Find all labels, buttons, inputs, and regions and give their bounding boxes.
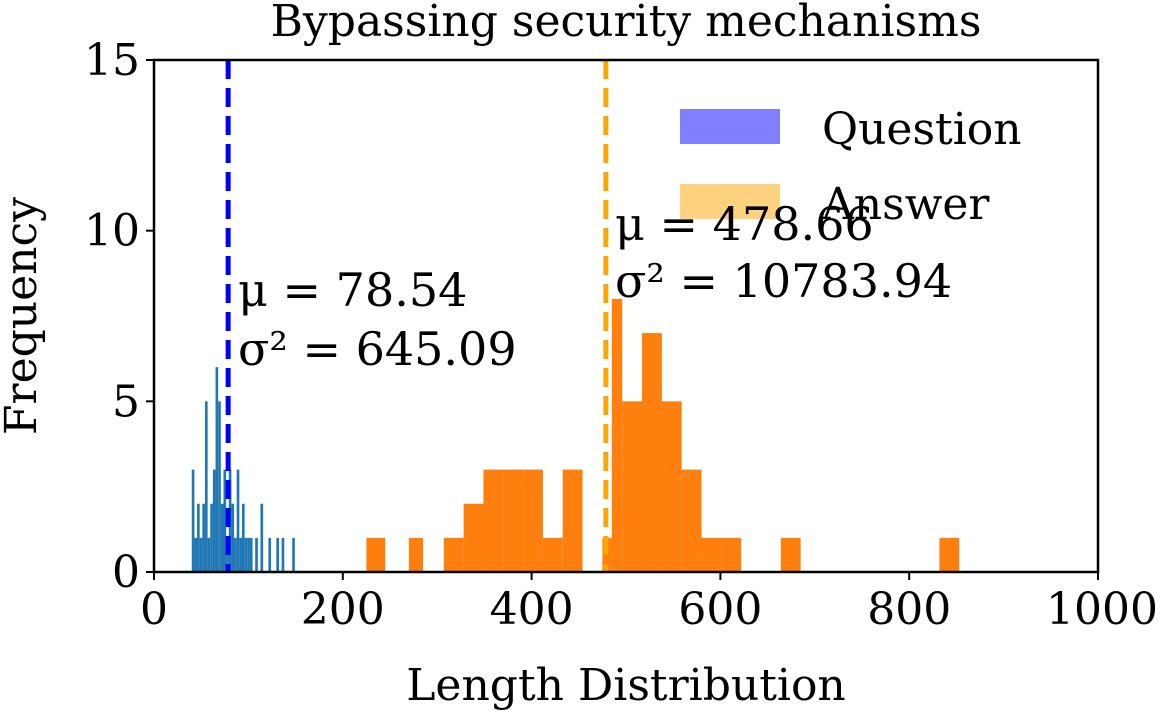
question-bar-22 — [249, 537, 253, 572]
question-bar-8 — [212, 469, 216, 572]
question-bar-24 — [260, 503, 264, 572]
legend-question-swatch — [680, 109, 780, 144]
answer-bar-16 — [721, 537, 742, 572]
y-tick-label-2: 10 — [84, 206, 140, 257]
question-bar-23 — [255, 537, 258, 572]
question-variance-annotation: σ² = 645.09 — [238, 322, 517, 376]
question-mean-annotation: μ = 78.54 — [238, 263, 467, 317]
answer-bar-14 — [681, 469, 702, 572]
question-bar-10 — [218, 401, 221, 572]
answer-bar-4 — [483, 469, 504, 572]
answer-bar-2 — [443, 537, 464, 572]
legend-answer-label: Answer — [821, 179, 990, 230]
question-bar-15 — [231, 503, 235, 572]
answer-mean-annotation: μ = 478.66 — [615, 197, 874, 251]
answer-bar-10 — [611, 298, 623, 572]
x-tick-label-4: 800 — [867, 584, 951, 635]
answer-bar-18 — [939, 537, 960, 572]
question-bar-11 — [220, 503, 224, 572]
question-bar-25 — [268, 537, 272, 572]
answer-bar-7 — [542, 537, 563, 572]
chart-title: Bypassing security mechanisms — [271, 0, 982, 47]
question-bar-5 — [204, 401, 208, 572]
answer-bar-8 — [562, 469, 583, 572]
question-bar-16 — [234, 537, 237, 572]
answer-bar-6 — [523, 469, 543, 572]
question-bar-4 — [202, 503, 205, 572]
question-bar-21 — [247, 537, 250, 572]
x-axis-ticks: 0 200 400 600 800 1000 — [140, 572, 1158, 635]
x-tick-label-2: 400 — [490, 584, 574, 635]
x-tick-label-3: 600 — [678, 584, 762, 635]
answer-bar-0 — [366, 537, 386, 572]
legend: Question Answer — [680, 104, 1022, 230]
question-bar-1 — [194, 537, 198, 572]
x-tick-label-1: 200 — [301, 584, 385, 635]
answer-bar-1 — [408, 537, 424, 572]
legend-question-label: Question — [822, 104, 1022, 155]
question-bars — [191, 367, 295, 572]
question-bar-20 — [244, 537, 248, 572]
y-tick-label-3: 15 — [84, 35, 140, 86]
x-tick-label-5: 1000 — [1046, 584, 1158, 635]
answer-bar-11 — [622, 401, 643, 572]
y-tick-label-0: 0 — [112, 547, 140, 598]
question-bar-18 — [239, 537, 242, 572]
answer-variance-annotation: σ² = 10783.94 — [615, 254, 952, 308]
answer-bars — [366, 298, 960, 572]
x-axis-label: Length Distribution — [406, 660, 846, 711]
question-bar-6 — [207, 537, 211, 572]
question-bar-9 — [215, 367, 219, 572]
question-bar-19 — [241, 503, 245, 572]
y-tick-label-1: 5 — [112, 376, 140, 427]
question-bar-26 — [276, 537, 279, 572]
x-tick-label-0: 0 — [140, 584, 168, 635]
answer-bar-15 — [701, 537, 722, 572]
question-bar-27 — [281, 537, 285, 572]
answer-bar-12 — [642, 333, 662, 572]
answer-bar-3 — [463, 503, 484, 572]
question-bar-7 — [210, 503, 213, 572]
question-bar-12 — [223, 469, 227, 572]
question-bar-2 — [197, 503, 200, 572]
y-axis-label: Frequency — [0, 197, 47, 435]
question-bar-17 — [236, 469, 240, 572]
answer-bar-13 — [661, 401, 682, 572]
question-bar-3 — [199, 537, 203, 572]
plot-frame — [152, 58, 1100, 574]
question-bar-28 — [292, 537, 295, 572]
legend-answer-swatch — [680, 184, 780, 219]
question-bar-0 — [191, 469, 195, 572]
y-axis-ticks: 0 5 10 15 — [84, 35, 154, 598]
answer-bar-17 — [780, 537, 801, 572]
answer-bar-5 — [503, 469, 524, 572]
